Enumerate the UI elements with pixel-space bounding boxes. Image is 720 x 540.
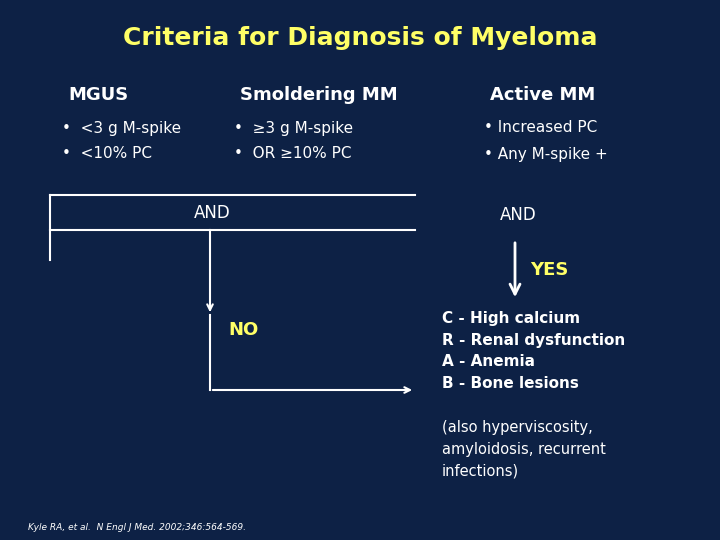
Text: AND: AND bbox=[194, 204, 231, 221]
Text: Kyle RA, et al.  N Engl J Med. 2002;346:564-569.: Kyle RA, et al. N Engl J Med. 2002;346:5… bbox=[28, 523, 246, 532]
Text: AND: AND bbox=[500, 206, 536, 224]
Text: YES: YES bbox=[530, 261, 568, 279]
Text: (also hyperviscosity,
amyloidosis, recurrent
infections): (also hyperviscosity, amyloidosis, recur… bbox=[442, 420, 606, 478]
Text: NO: NO bbox=[228, 321, 258, 339]
Text: Smoldering MM: Smoldering MM bbox=[240, 86, 397, 104]
Text: • Any M-spike +: • Any M-spike + bbox=[484, 146, 608, 161]
Text: •  ≥3 g M-spike: • ≥3 g M-spike bbox=[234, 120, 353, 136]
Text: Active MM: Active MM bbox=[490, 86, 595, 104]
Text: B - Bone lesions: B - Bone lesions bbox=[442, 376, 579, 392]
Text: •  <3 g M-spike: • <3 g M-spike bbox=[62, 120, 181, 136]
Text: •  OR ≥10% PC: • OR ≥10% PC bbox=[234, 146, 351, 161]
Text: R - Renal dysfunction: R - Renal dysfunction bbox=[442, 333, 625, 348]
Text: A - Anemia: A - Anemia bbox=[442, 354, 535, 369]
Text: Criteria for Diagnosis of Myeloma: Criteria for Diagnosis of Myeloma bbox=[122, 26, 598, 50]
Text: MGUS: MGUS bbox=[68, 86, 128, 104]
Text: • Increased PC: • Increased PC bbox=[484, 120, 598, 136]
Text: C - High calcium: C - High calcium bbox=[442, 310, 580, 326]
Text: •  <10% PC: • <10% PC bbox=[62, 146, 152, 161]
